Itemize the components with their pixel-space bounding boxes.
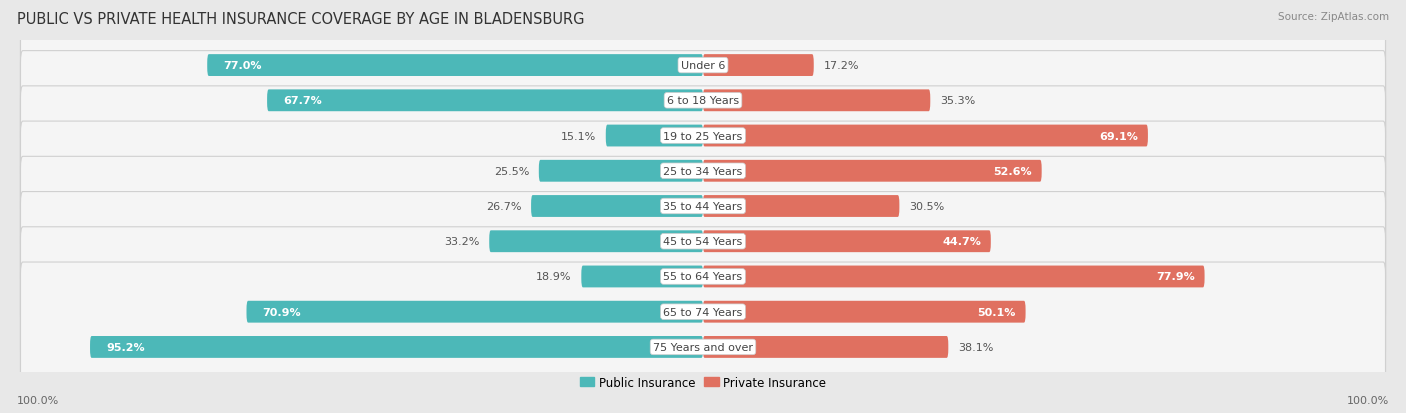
- FancyBboxPatch shape: [703, 231, 991, 252]
- Text: 45 to 54 Years: 45 to 54 Years: [664, 237, 742, 247]
- Text: PUBLIC VS PRIVATE HEALTH INSURANCE COVERAGE BY AGE IN BLADENSBURG: PUBLIC VS PRIVATE HEALTH INSURANCE COVER…: [17, 12, 585, 27]
- Text: 50.1%: 50.1%: [977, 307, 1017, 317]
- FancyBboxPatch shape: [21, 52, 1385, 221]
- Text: 55 to 64 Years: 55 to 64 Years: [664, 272, 742, 282]
- Text: 18.9%: 18.9%: [536, 272, 572, 282]
- Text: Under 6: Under 6: [681, 61, 725, 71]
- FancyBboxPatch shape: [703, 301, 1025, 323]
- FancyBboxPatch shape: [606, 125, 703, 147]
- Text: 15.1%: 15.1%: [561, 131, 596, 141]
- Text: 26.7%: 26.7%: [486, 202, 522, 211]
- Text: 44.7%: 44.7%: [942, 237, 981, 247]
- FancyBboxPatch shape: [581, 266, 703, 288]
- Text: 70.9%: 70.9%: [263, 307, 301, 317]
- Text: Source: ZipAtlas.com: Source: ZipAtlas.com: [1278, 12, 1389, 22]
- FancyBboxPatch shape: [703, 266, 1205, 288]
- FancyBboxPatch shape: [489, 231, 703, 252]
- FancyBboxPatch shape: [538, 161, 703, 182]
- Text: 30.5%: 30.5%: [910, 202, 945, 211]
- FancyBboxPatch shape: [21, 192, 1385, 361]
- Text: 69.1%: 69.1%: [1099, 131, 1139, 141]
- FancyBboxPatch shape: [246, 301, 703, 323]
- Text: 67.7%: 67.7%: [283, 96, 322, 106]
- FancyBboxPatch shape: [21, 157, 1385, 326]
- FancyBboxPatch shape: [21, 122, 1385, 291]
- Text: 77.9%: 77.9%: [1156, 272, 1195, 282]
- FancyBboxPatch shape: [703, 90, 931, 112]
- Text: 35.3%: 35.3%: [941, 96, 976, 106]
- FancyBboxPatch shape: [531, 196, 703, 217]
- Text: 100.0%: 100.0%: [17, 395, 59, 405]
- Text: 6 to 18 Years: 6 to 18 Years: [666, 96, 740, 106]
- FancyBboxPatch shape: [703, 55, 814, 77]
- Text: 65 to 74 Years: 65 to 74 Years: [664, 307, 742, 317]
- FancyBboxPatch shape: [21, 17, 1385, 186]
- FancyBboxPatch shape: [21, 0, 1385, 151]
- FancyBboxPatch shape: [267, 90, 703, 112]
- Text: 100.0%: 100.0%: [1347, 395, 1389, 405]
- Text: 33.2%: 33.2%: [444, 237, 479, 247]
- FancyBboxPatch shape: [207, 55, 703, 77]
- Text: 52.6%: 52.6%: [994, 166, 1032, 176]
- Text: 77.0%: 77.0%: [224, 61, 262, 71]
- FancyBboxPatch shape: [703, 336, 948, 358]
- Text: 25.5%: 25.5%: [494, 166, 529, 176]
- Text: 19 to 25 Years: 19 to 25 Years: [664, 131, 742, 141]
- FancyBboxPatch shape: [21, 87, 1385, 256]
- FancyBboxPatch shape: [90, 336, 703, 358]
- FancyBboxPatch shape: [21, 262, 1385, 413]
- FancyBboxPatch shape: [703, 125, 1147, 147]
- Text: 38.1%: 38.1%: [957, 342, 994, 352]
- FancyBboxPatch shape: [703, 196, 900, 217]
- FancyBboxPatch shape: [703, 161, 1042, 182]
- Text: 17.2%: 17.2%: [824, 61, 859, 71]
- Text: 95.2%: 95.2%: [105, 342, 145, 352]
- Text: 75 Years and over: 75 Years and over: [652, 342, 754, 352]
- Text: 25 to 34 Years: 25 to 34 Years: [664, 166, 742, 176]
- FancyBboxPatch shape: [21, 227, 1385, 396]
- Text: 35 to 44 Years: 35 to 44 Years: [664, 202, 742, 211]
- Legend: Public Insurance, Private Insurance: Public Insurance, Private Insurance: [576, 372, 830, 392]
